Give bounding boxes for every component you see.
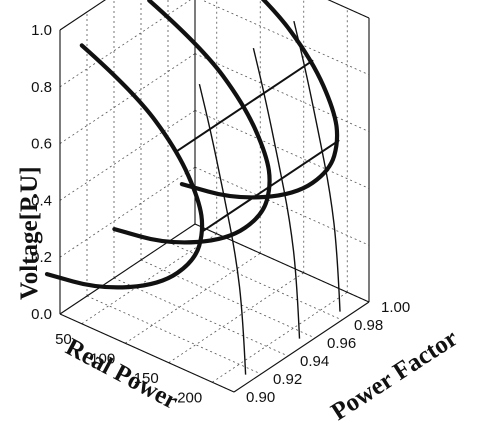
frame-edge [327, 0, 370, 19]
z-tick-label: 0.92 [273, 371, 302, 388]
y-tick-label: 0.8 [31, 79, 52, 96]
series-line-2 [112, 0, 272, 245]
series-line-6 [198, 83, 247, 375]
z-tick-label: 0.98 [354, 317, 383, 334]
series-line-1 [44, 43, 205, 290]
y-tick-label: 0.4 [31, 192, 52, 209]
grid-line-left-wall-h [59, 166, 196, 258]
series-layer [44, 0, 341, 375]
axes-frame [59, 0, 370, 393]
grid-line-floor-f [86, 295, 262, 375]
y-tick-label: 0.0 [31, 306, 52, 323]
x-tick-label: 150 [134, 370, 159, 387]
grid-line-right-wall-h [194, 53, 370, 132]
x-tick-label: 200 [177, 389, 202, 406]
frame-edge [59, 223, 196, 315]
grid-line-left-wall-h [59, 53, 196, 144]
grid-line-floor-p [168, 272, 304, 364]
grid-line-left-wall-h [59, 110, 196, 201]
x-axis-title: Real Power [61, 333, 182, 415]
y-tick-label: 0.6 [31, 136, 52, 153]
series-line-8 [293, 20, 341, 312]
grid-line-floor-p [81, 233, 217, 325]
series-line-3 [179, 0, 340, 200]
grid-line-left-wall-h [59, 0, 191, 88]
frame-edge [59, 313, 235, 393]
series-line-5 [176, 59, 314, 152]
grid-line-floor-p [212, 291, 348, 383]
z-tick-label: 0.94 [300, 353, 329, 370]
grid-line-right-wall-h [327, 0, 370, 19]
x-tick-label: 100 [90, 350, 115, 367]
z-tick-label: 0.96 [327, 335, 356, 352]
frame-edge [233, 301, 370, 393]
grid-line-right-wall-h [194, 110, 370, 189]
z-tick-label: 1.00 [381, 299, 410, 316]
series-line-4 [202, 139, 340, 232]
grid-line-floor-f [140, 259, 316, 339]
frame-edge [59, 0, 106, 31]
series-line-7 [252, 47, 301, 339]
y-axis-title: Voltage[P.U] [16, 166, 43, 300]
y-tick-label: 0.2 [31, 249, 52, 266]
grid-line-right-wall-h [201, 0, 370, 76]
z-tick-label: 0.90 [246, 389, 275, 406]
frame-edge [194, 223, 370, 303]
y-tick-label: 1.0 [31, 22, 52, 39]
grid-line-right-wall-h [194, 166, 370, 246]
x-tick-label: 50 [55, 331, 72, 348]
grid-line-floor-f [113, 277, 289, 357]
